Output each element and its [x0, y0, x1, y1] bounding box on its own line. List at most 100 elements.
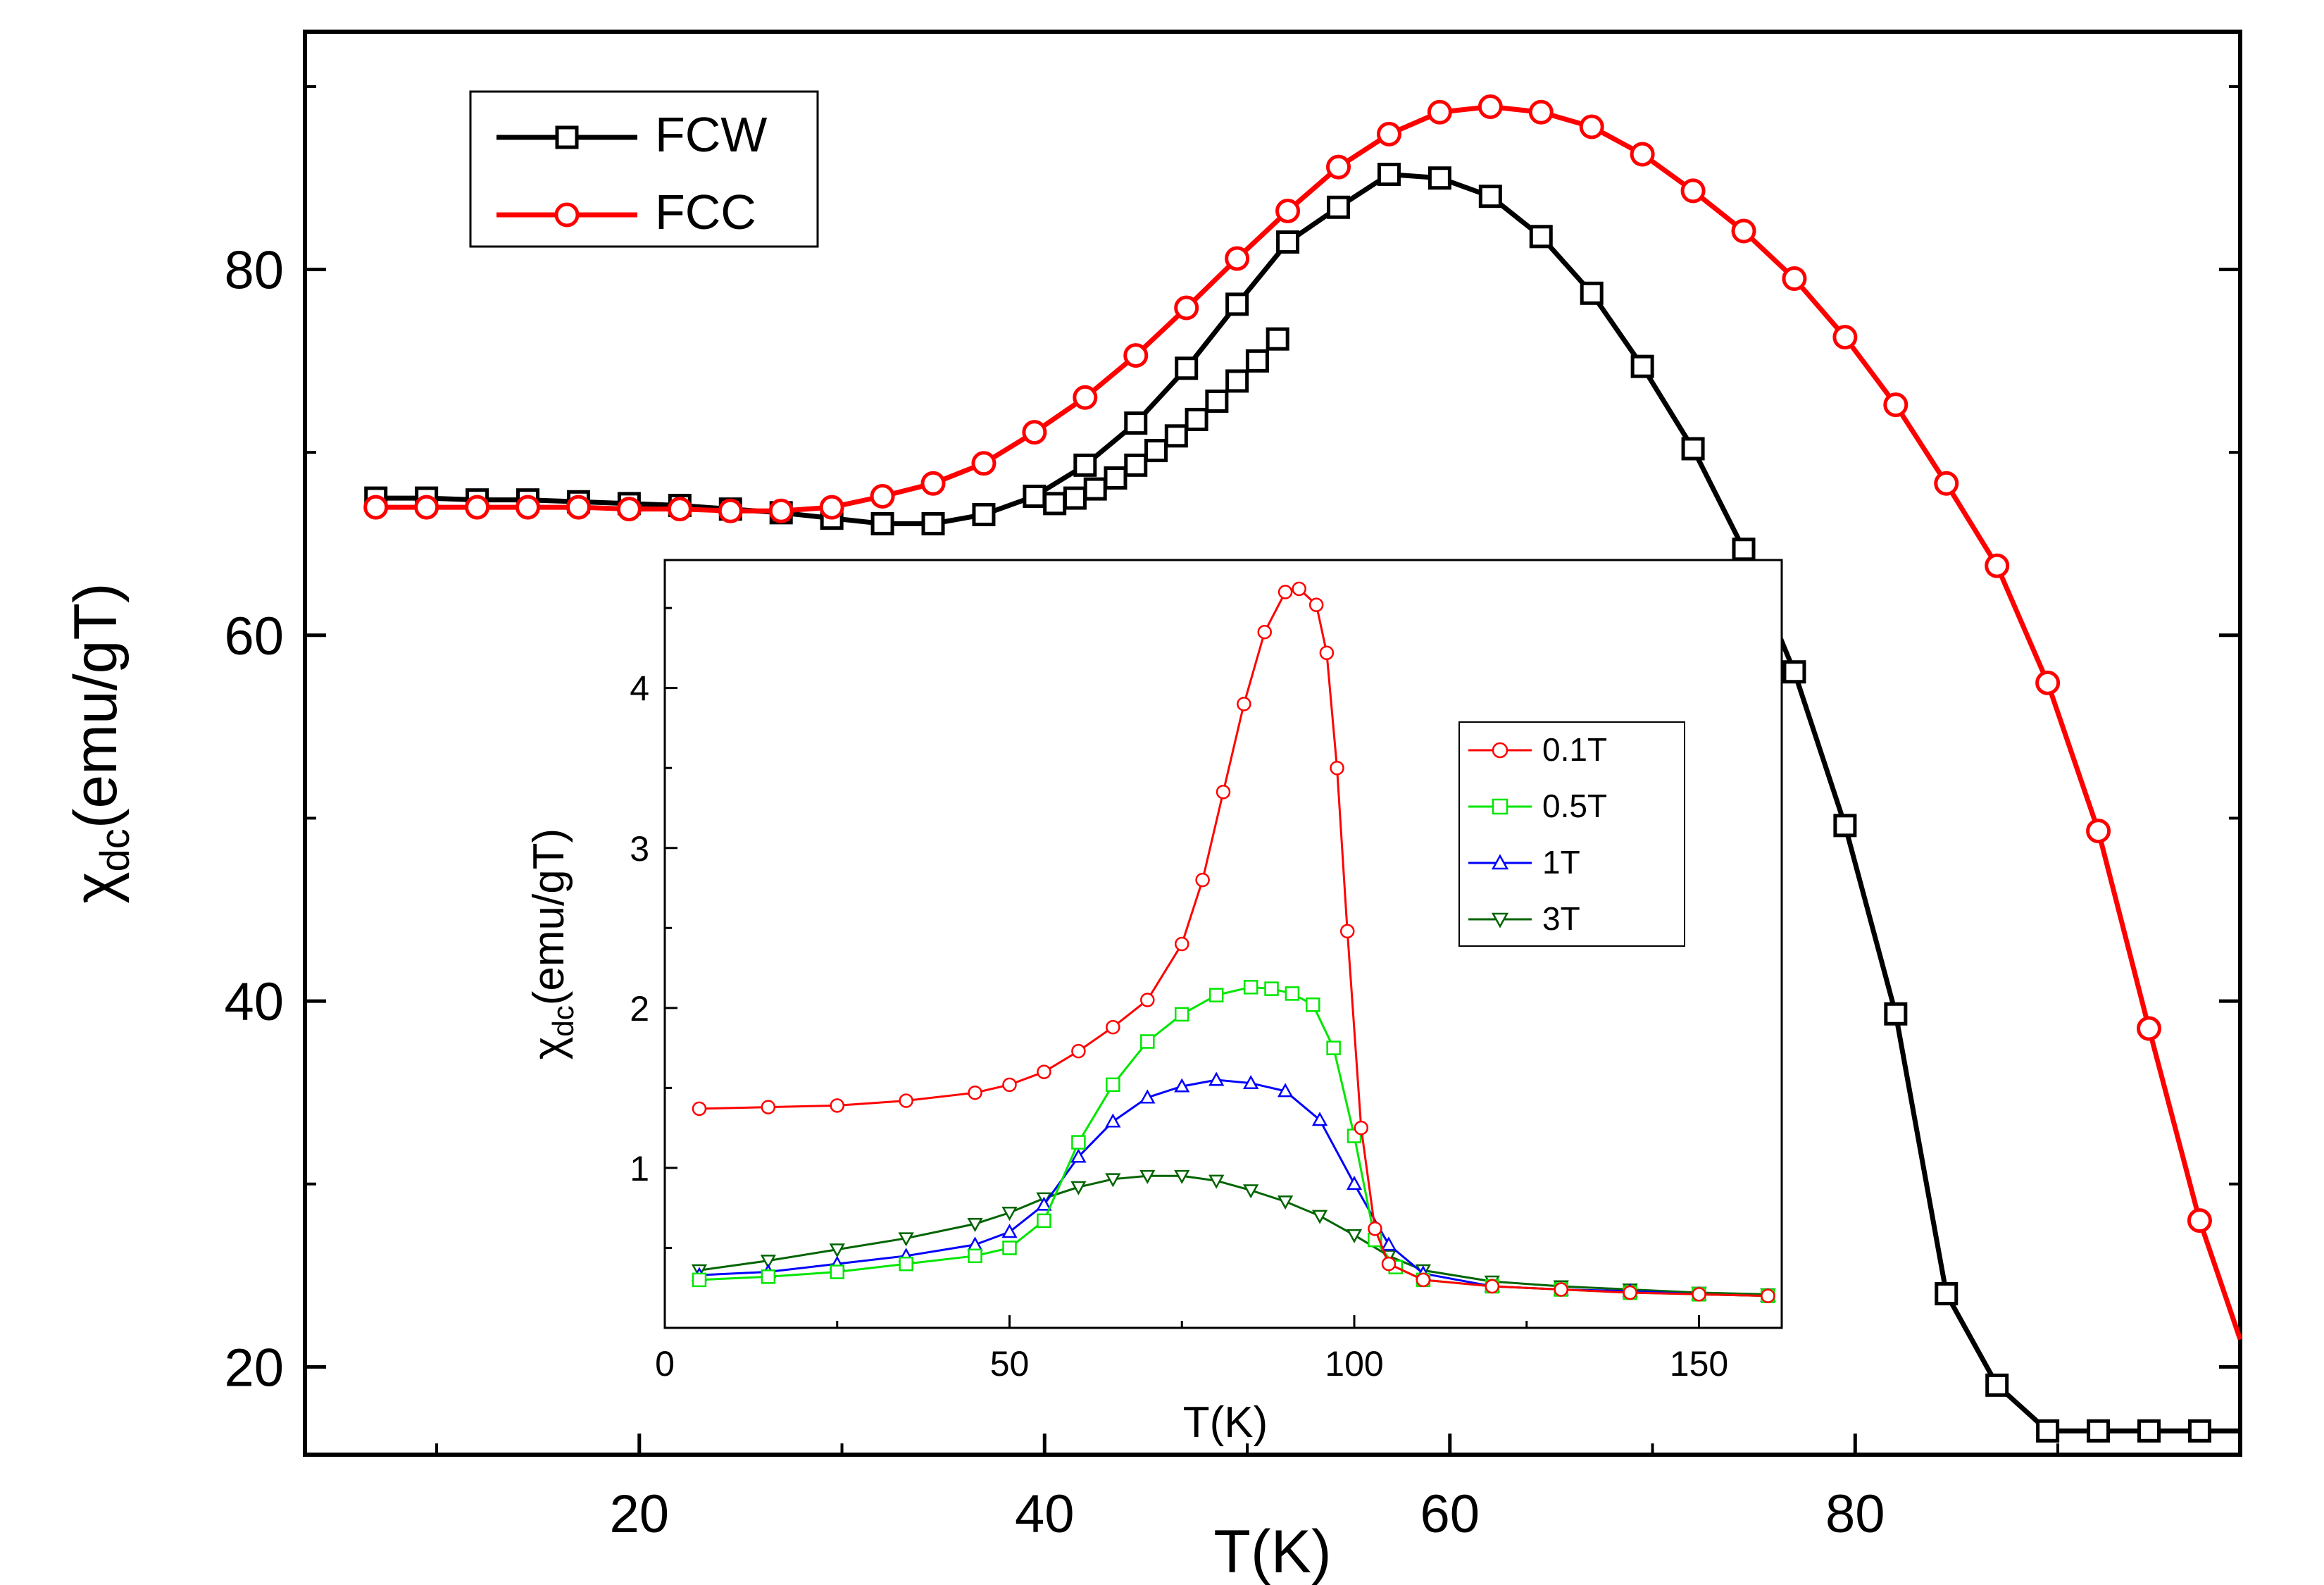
main-y-axis-subscript: dc: [92, 828, 138, 871]
inset-point-0-5t: [1175, 1007, 1189, 1022]
main-point-fcw: [1185, 407, 1208, 431]
main-point-fcc: [1680, 178, 1706, 204]
main-point-fcc: [667, 497, 692, 522]
inset-point-0-5t: [830, 1264, 845, 1279]
inset-point-3t: [967, 1217, 983, 1232]
main-point-fcw: [2087, 1419, 2111, 1443]
main-point-fcw: [1985, 1373, 2009, 1397]
main-point-fcw: [1327, 195, 1351, 219]
main-point-fcw: [2187, 1419, 2211, 1443]
inset-point-0-1t: [830, 1098, 845, 1113]
inset-point-0-1t: [1554, 1282, 1568, 1297]
inset-point-0-1t: [1002, 1077, 1017, 1093]
inset-point-1t: [1311, 1112, 1328, 1126]
inset-y-axis-subscript: dc: [546, 1005, 580, 1036]
main-point-fcc: [566, 495, 591, 520]
main-point-fcc: [1073, 385, 1098, 410]
main-point-fcw: [1205, 389, 1229, 413]
inset-point-0-1t: [968, 1085, 982, 1100]
inset-x-tick-label: 150: [1670, 1344, 1728, 1384]
main-point-fcw: [1225, 369, 1249, 393]
main-point-fcw: [1529, 225, 1553, 249]
main-point-fcw: [870, 511, 894, 535]
inset-legend-label-0-1t: 0.1T: [1542, 731, 1607, 768]
inset-legend-marker-1t: [1491, 854, 1509, 870]
main-point-fcw: [2036, 1419, 2060, 1443]
main-point-fcw: [1124, 411, 1148, 435]
main-point-fcc: [1123, 343, 1149, 368]
main-point-fcw: [1681, 437, 1705, 461]
main-legend-label-fcw: FCW: [655, 107, 767, 162]
main-point-fcc: [1326, 154, 1351, 180]
main-point-fcc: [1022, 420, 1047, 445]
inset-point-0-5t: [692, 1272, 707, 1288]
inset-point-3t: [1070, 1181, 1087, 1195]
main-point-fcc: [1225, 246, 1250, 271]
inset-point-0-1t: [1354, 1120, 1369, 1136]
inset-point-0-5t: [1326, 1040, 1341, 1055]
main-point-fcw: [1427, 166, 1451, 190]
main-point-fcc: [1985, 553, 2010, 578]
main-point-fcc: [1528, 99, 1554, 125]
inset-point-3t: [1346, 1229, 1363, 1243]
main-x-tick-label: 40: [1015, 1484, 1075, 1544]
main-point-fcc: [1883, 392, 1908, 418]
inset-point-0-1t: [1257, 624, 1272, 640]
inset-point-0-1t: [1195, 872, 1210, 888]
inset-point-0-1t: [1416, 1272, 1431, 1288]
inset-point-1t: [1105, 1113, 1121, 1128]
main-plot-frame: [303, 30, 2242, 1457]
inset-point-0-5t: [1264, 981, 1279, 996]
inset-legend-marker-0-1t: [1492, 742, 1508, 759]
main-point-fcc: [718, 498, 743, 523]
main-point-fcc: [1478, 94, 1503, 119]
main-point-fcc: [1731, 218, 1756, 244]
inset-point-3t: [1001, 1207, 1018, 1222]
inset-series-layer: [691, 581, 1776, 1303]
main-point-fcw: [1377, 163, 1401, 187]
main-y-tick-label: 60: [224, 607, 284, 666]
main-y-tick-label: 20: [224, 1338, 284, 1398]
main-point-fcc: [1934, 471, 1959, 496]
inset-point-0-1t: [1037, 1064, 1051, 1079]
main-point-fcw: [921, 511, 945, 535]
main-point-fcc: [1376, 121, 1401, 147]
inset-legend-label-1t: 1T: [1542, 844, 1580, 881]
main-point-fcc: [2035, 670, 2061, 695]
main-point-fcw: [1884, 1002, 1908, 1026]
main-point-fcw: [1144, 439, 1168, 463]
inset-x-tick-label: 50: [990, 1344, 1030, 1384]
inset-point-3t: [1243, 1184, 1259, 1199]
main-legend-marker-fcw: [555, 125, 579, 149]
inset-point-0-1t: [761, 1100, 776, 1114]
main-point-fcw: [1175, 356, 1199, 380]
inset-y-tick-label: 4: [630, 669, 649, 709]
inset-point-0-1t: [899, 1093, 913, 1108]
inset-point-3t: [1174, 1169, 1190, 1184]
main-point-fcw: [1043, 492, 1067, 516]
main-point-fcc: [2187, 1208, 2212, 1233]
inset-y-tick-label: 2: [630, 989, 649, 1028]
inset-point-1t: [1277, 1083, 1294, 1098]
inset-point-0-1t: [1106, 1019, 1120, 1035]
main-point-fcw: [1225, 292, 1249, 316]
inset-point-0-1t: [1692, 1287, 1706, 1302]
inset-point-1t: [1070, 1148, 1087, 1163]
main-point-fcw: [1083, 477, 1107, 501]
inset-plot-frame: [663, 559, 1783, 1329]
inset-point-3t: [1105, 1173, 1121, 1188]
main-point-fcc: [616, 497, 642, 522]
main-legend-box: [469, 90, 819, 248]
main-x-tick-label: 20: [610, 1484, 670, 1544]
inset-point-0-1t: [1485, 1279, 1500, 1294]
inset-point-0-1t: [1292, 581, 1306, 597]
inset-x-axis-label: T(K): [1183, 1398, 1268, 1447]
inset-point-1t: [1346, 1176, 1363, 1191]
main-point-fcc: [1174, 295, 1199, 321]
main-point-fcw: [1580, 281, 1604, 305]
main-x-axis-label: T(K): [1213, 1518, 1331, 1585]
inset-point-1t: [1174, 1078, 1190, 1093]
inset-y-tick-label: 3: [630, 829, 649, 869]
inset-point-0-5t: [1106, 1077, 1120, 1093]
